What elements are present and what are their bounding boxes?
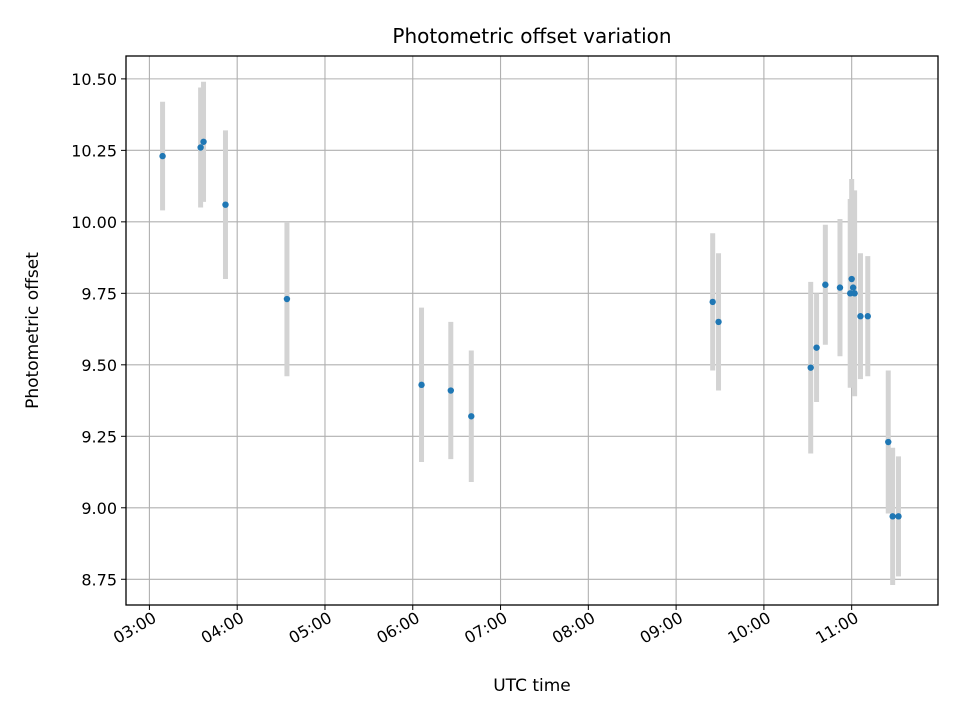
data-point bbox=[159, 152, 166, 160]
data-point bbox=[822, 281, 829, 288]
x-tick-label: 09:00 bbox=[637, 608, 686, 648]
ticks: 03:00 04:00 05:00 06:00 07:00 08:00 09:00 10:00… bbox=[71, 70, 861, 648]
y-tick-label: 9.50 bbox=[81, 356, 117, 375]
data-point bbox=[222, 201, 229, 208]
data-point bbox=[836, 284, 844, 291]
data-point bbox=[885, 438, 892, 446]
data-point bbox=[418, 381, 425, 389]
y-tick-label: 10.00 bbox=[71, 213, 117, 232]
y-tick-label: 9.00 bbox=[81, 499, 117, 518]
data-point bbox=[895, 513, 902, 520]
data-point bbox=[848, 275, 855, 283]
data-point bbox=[709, 298, 716, 306]
y-tick-label: 9.25 bbox=[81, 427, 117, 446]
error-bars bbox=[160, 81, 901, 585]
y-tick-label: 9.75 bbox=[81, 284, 117, 303]
x-tick-label: 11:00 bbox=[812, 608, 861, 648]
y-tick-label: 8.75 bbox=[81, 570, 117, 589]
data-point bbox=[851, 290, 858, 297]
data-point bbox=[889, 513, 896, 520]
data-point bbox=[864, 313, 871, 320]
chart-title: Photometric offset variation bbox=[392, 24, 671, 48]
x-tick-label: 06:00 bbox=[373, 608, 422, 648]
x-tick-label: 03:00 bbox=[110, 608, 159, 648]
x-axis-label: UTC time bbox=[493, 676, 571, 696]
data-point bbox=[847, 290, 854, 297]
y-axis-label: Photometric offset bbox=[23, 252, 43, 409]
data-point bbox=[807, 364, 814, 371]
x-tick-label: 08:00 bbox=[549, 608, 598, 648]
x-tick-label: 05:00 bbox=[286, 608, 335, 648]
data-point bbox=[715, 318, 722, 326]
data-point bbox=[468, 413, 475, 420]
data-point bbox=[200, 138, 207, 145]
x-tick-label: 04:00 bbox=[198, 608, 247, 648]
y-tick-label: 10.25 bbox=[71, 141, 117, 160]
x-tick-label: 10:00 bbox=[724, 608, 773, 648]
x-tick-label: 07:00 bbox=[461, 608, 510, 648]
data-point bbox=[857, 313, 864, 320]
data-point bbox=[283, 295, 291, 303]
plot-area bbox=[125, 55, 939, 606]
data-points bbox=[159, 138, 902, 520]
y-tick-label: 10.50 bbox=[71, 70, 117, 89]
data-point bbox=[447, 387, 454, 394]
data-point bbox=[197, 144, 204, 151]
grid bbox=[126, 56, 938, 605]
data-point bbox=[849, 284, 857, 291]
data-point bbox=[813, 344, 820, 351]
